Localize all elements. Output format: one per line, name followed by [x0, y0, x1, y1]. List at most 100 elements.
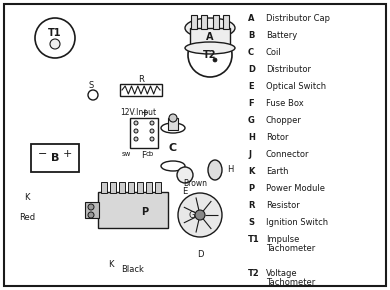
Text: H: H — [248, 133, 255, 142]
Text: D: D — [248, 65, 255, 74]
Bar — [201, 15, 207, 29]
Text: Chopper: Chopper — [266, 116, 302, 125]
Text: T1: T1 — [248, 235, 260, 244]
Text: E: E — [248, 82, 254, 91]
Bar — [98, 192, 168, 228]
Text: Coil: Coil — [266, 48, 282, 57]
Text: A: A — [206, 32, 214, 42]
Text: Distributor: Distributor — [266, 65, 311, 74]
Text: +: + — [62, 149, 72, 159]
Circle shape — [213, 58, 217, 62]
Bar — [31, 144, 79, 172]
Text: F: F — [248, 99, 254, 108]
Text: Battery: Battery — [266, 31, 297, 40]
Bar — [213, 15, 219, 29]
Text: Optical Switch: Optical Switch — [266, 82, 326, 91]
Circle shape — [88, 204, 94, 210]
Text: S: S — [89, 81, 94, 90]
Circle shape — [169, 114, 177, 122]
Circle shape — [134, 137, 138, 141]
Text: Ignition Switch: Ignition Switch — [266, 218, 328, 227]
Text: T2: T2 — [248, 269, 260, 278]
Text: P: P — [142, 207, 149, 217]
Text: Tachometer: Tachometer — [266, 278, 315, 287]
Circle shape — [88, 90, 98, 100]
Bar — [190, 257, 210, 263]
Bar — [130, 118, 158, 148]
Text: T1: T1 — [48, 28, 62, 38]
Text: T2: T2 — [203, 50, 217, 60]
Circle shape — [150, 129, 154, 133]
Bar — [137, 182, 143, 193]
Text: Connector: Connector — [266, 150, 310, 159]
Text: +: + — [140, 108, 148, 118]
Text: −: − — [38, 149, 48, 159]
Bar — [85, 202, 99, 218]
Text: 12V.Input: 12V.Input — [120, 108, 156, 117]
Circle shape — [50, 39, 60, 49]
Text: F: F — [142, 151, 146, 160]
Bar — [190, 28, 230, 48]
Bar — [128, 182, 134, 193]
Text: sw: sw — [121, 151, 131, 157]
Text: B: B — [248, 31, 254, 40]
Bar — [146, 182, 152, 193]
Text: E: E — [183, 187, 188, 196]
Circle shape — [188, 33, 232, 77]
Circle shape — [150, 137, 154, 141]
Text: Fuse Box: Fuse Box — [266, 99, 304, 108]
Circle shape — [134, 121, 138, 125]
Circle shape — [134, 129, 138, 133]
Text: Brown: Brown — [183, 179, 207, 188]
Bar — [155, 182, 161, 193]
Text: Tachometer: Tachometer — [266, 244, 315, 253]
Bar — [101, 182, 107, 193]
Text: Power Module: Power Module — [266, 184, 325, 193]
Text: cb: cb — [146, 151, 154, 157]
Bar — [168, 118, 178, 130]
Circle shape — [168, 183, 232, 247]
Text: K: K — [24, 193, 30, 202]
Text: K: K — [108, 260, 114, 269]
Text: D: D — [197, 250, 203, 259]
Circle shape — [178, 193, 222, 237]
Text: P: P — [248, 184, 254, 193]
Text: Voltage: Voltage — [266, 269, 298, 278]
Text: C: C — [248, 48, 254, 57]
Ellipse shape — [208, 160, 222, 180]
Bar — [185, 247, 215, 257]
Circle shape — [177, 167, 193, 183]
Text: Resistor: Resistor — [266, 201, 300, 210]
Text: H: H — [227, 166, 233, 175]
Circle shape — [195, 210, 205, 220]
Text: R: R — [138, 75, 144, 84]
Text: Red: Red — [19, 213, 35, 222]
Circle shape — [35, 18, 75, 58]
Bar — [120, 84, 162, 96]
Ellipse shape — [185, 18, 235, 38]
Text: Impulse: Impulse — [266, 235, 300, 244]
Text: Black: Black — [122, 265, 144, 274]
Bar — [223, 15, 229, 29]
Text: C: C — [169, 143, 177, 153]
Bar — [110, 182, 116, 193]
Text: R: R — [248, 201, 255, 210]
Circle shape — [150, 121, 154, 125]
Text: B: B — [51, 153, 59, 163]
Ellipse shape — [185, 42, 235, 54]
Text: G: G — [189, 211, 195, 220]
Bar — [161, 128, 185, 166]
Text: A: A — [248, 14, 255, 23]
Text: Distributor Cap: Distributor Cap — [266, 14, 330, 23]
Bar — [191, 15, 197, 29]
Text: G: G — [248, 116, 255, 125]
Ellipse shape — [161, 161, 185, 171]
Text: K: K — [248, 167, 254, 176]
Text: Rotor: Rotor — [266, 133, 289, 142]
Text: J: J — [248, 150, 251, 159]
Ellipse shape — [161, 123, 185, 133]
Circle shape — [88, 212, 94, 218]
Text: Earth: Earth — [266, 167, 289, 176]
Text: S: S — [248, 218, 254, 227]
Bar — [119, 182, 125, 193]
